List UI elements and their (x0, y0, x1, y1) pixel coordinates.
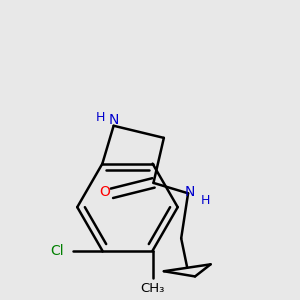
Text: CH₃: CH₃ (140, 282, 165, 295)
Text: H: H (201, 194, 210, 207)
Text: N: N (184, 184, 195, 199)
Text: H: H (96, 111, 105, 124)
Text: N: N (108, 112, 119, 127)
Text: O: O (99, 185, 110, 199)
Text: Cl: Cl (50, 244, 64, 258)
